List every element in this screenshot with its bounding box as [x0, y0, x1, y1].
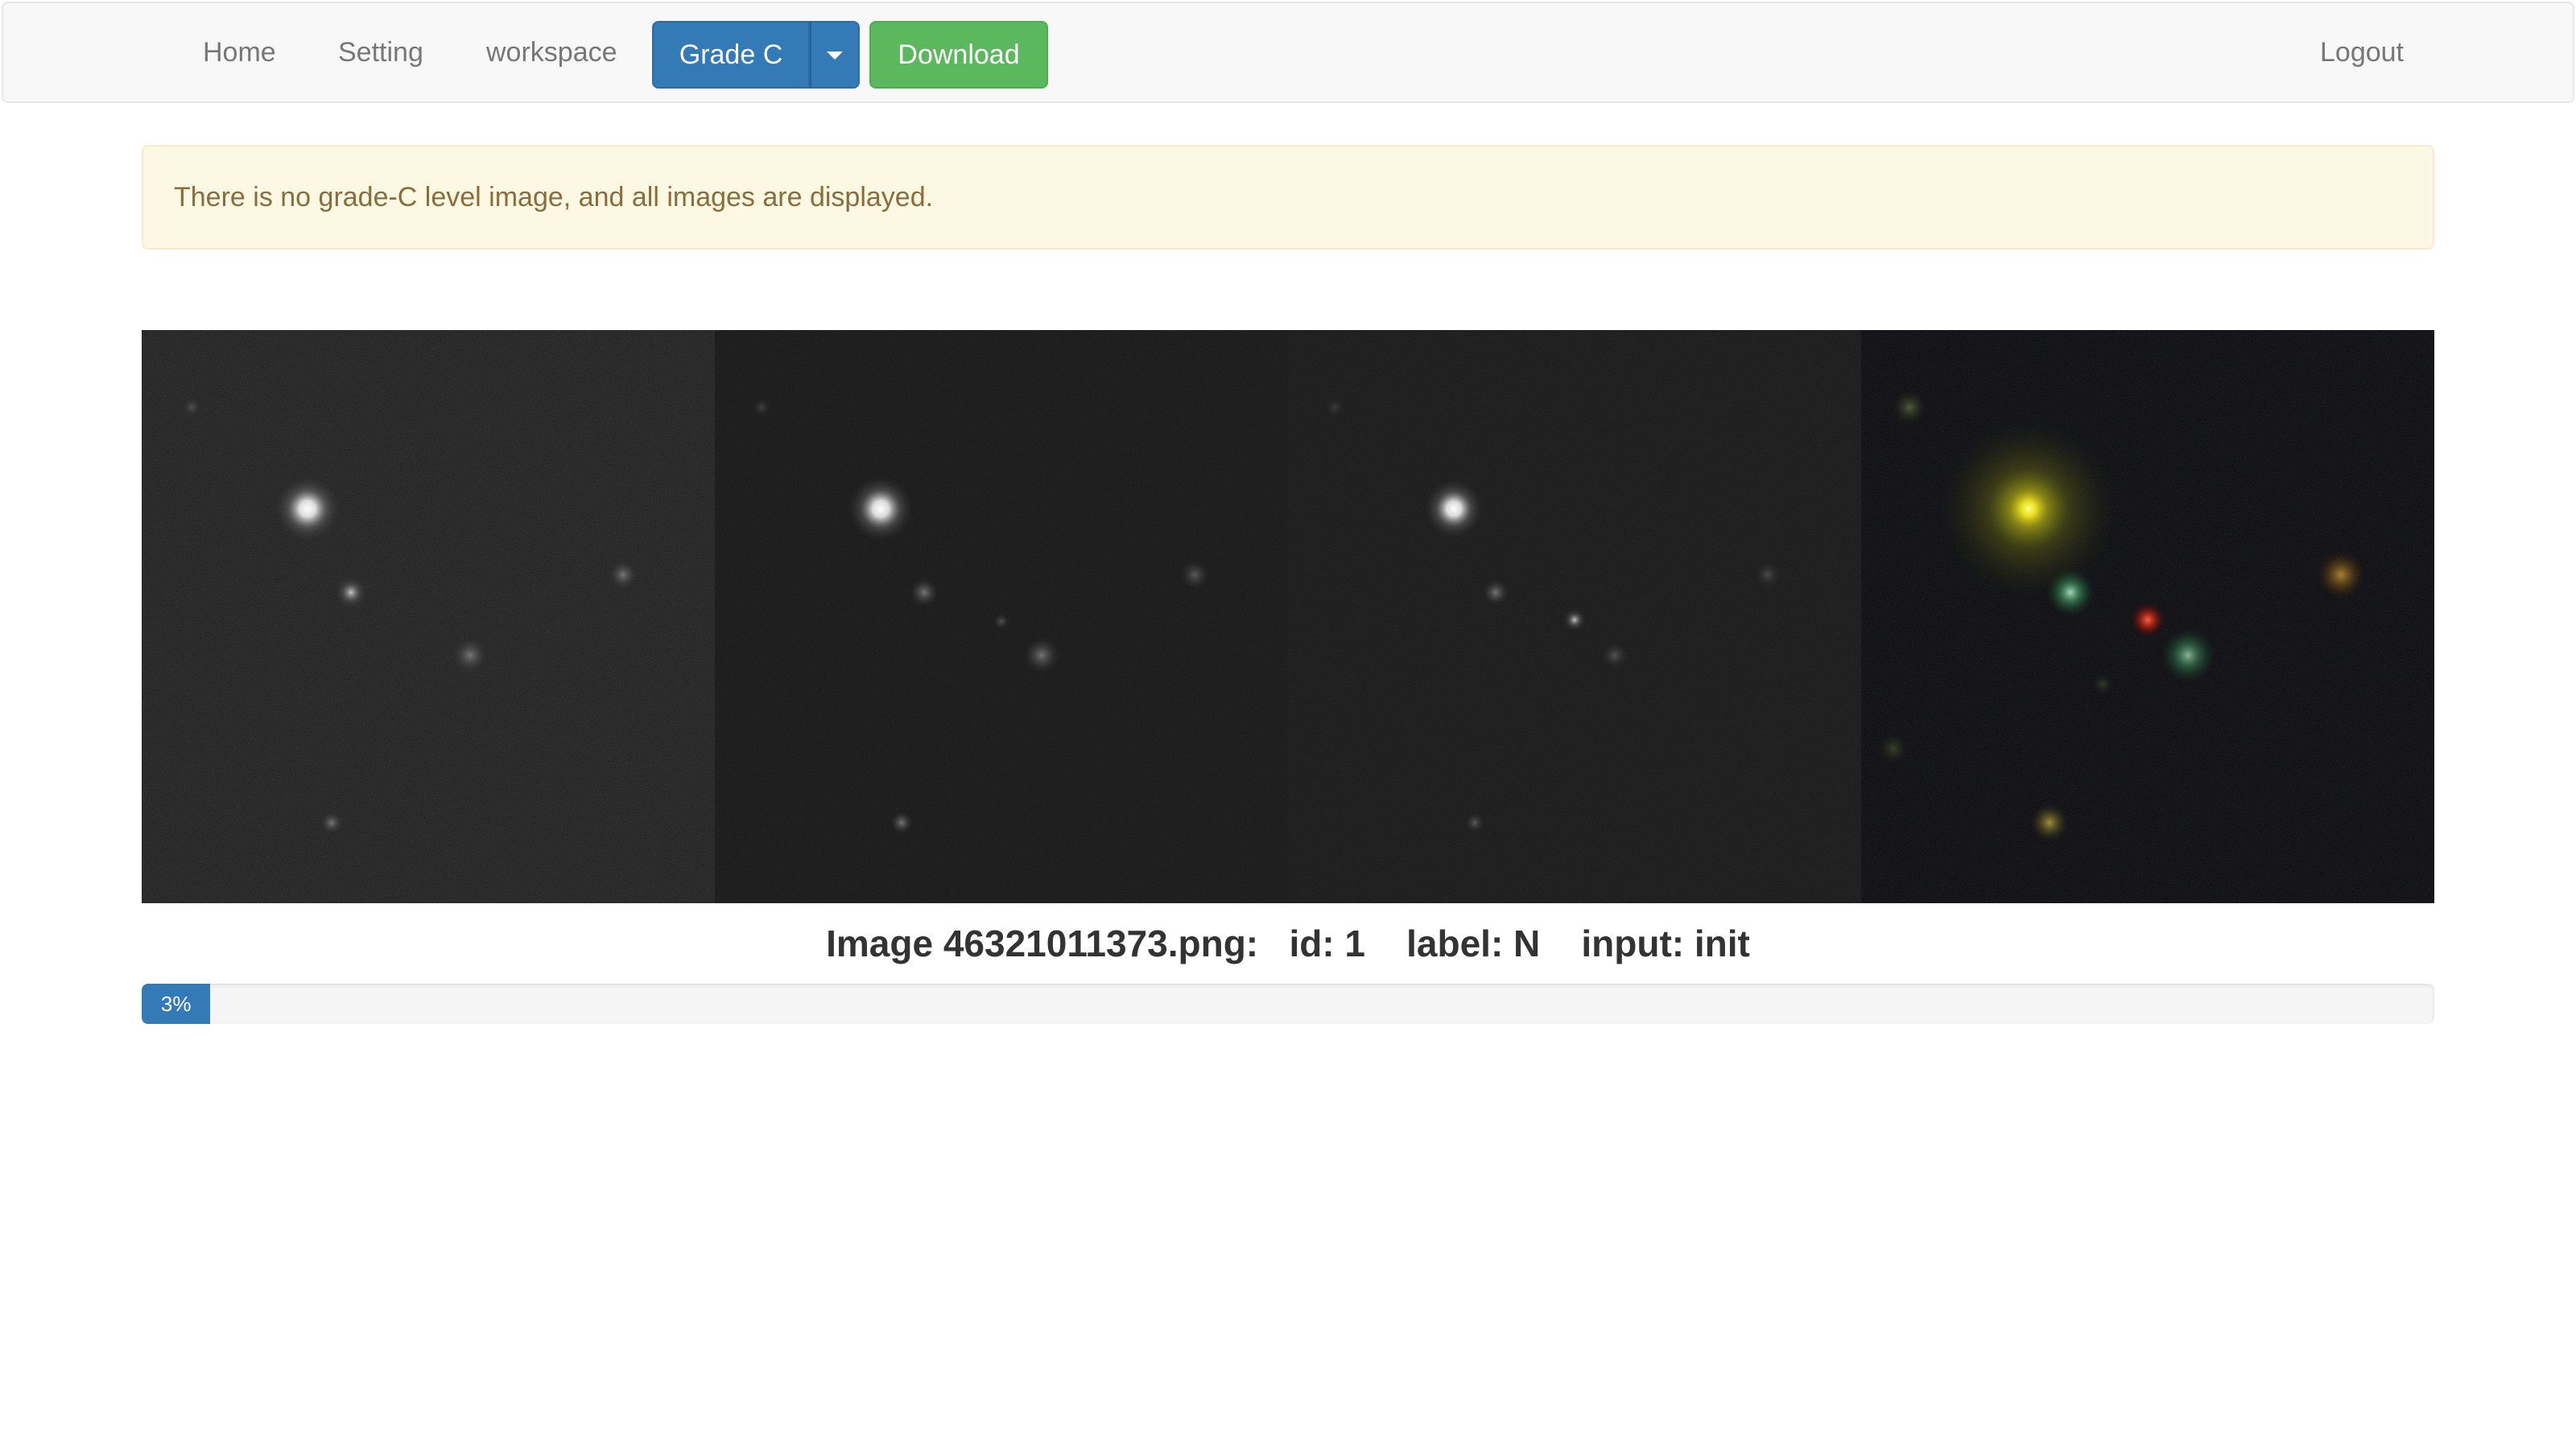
grade-dropdown-toggle[interactable] — [810, 21, 860, 89]
nav-setting-link[interactable]: Setting — [338, 37, 423, 68]
progress-bar: 3% — [142, 984, 211, 1024]
navbar: Home Setting workspace Grade C Download … — [2, 2, 2574, 103]
nav-workspace-link[interactable]: workspace — [486, 37, 617, 68]
caret-down-icon — [827, 52, 843, 60]
grade-button[interactable]: Grade C — [652, 21, 810, 89]
grade-button-group: Grade C — [652, 21, 860, 89]
nav-home-link[interactable]: Home — [203, 37, 276, 68]
download-button[interactable]: Download — [869, 21, 1048, 89]
image-panel-band-2 — [715, 330, 1288, 903]
progress-track: 3% — [142, 984, 2434, 1024]
image-panel-color-composite — [1861, 330, 2434, 903]
image-caption: Image 46321011373.png: id: 1 label: N in… — [826, 923, 1750, 964]
warning-alert: There is no grade-C level image, and all… — [142, 145, 2434, 250]
image-panel-band-1 — [142, 330, 715, 903]
image-panel-band-3 — [1288, 330, 1861, 903]
nav-logout-link[interactable]: Logout — [2320, 37, 2404, 68]
image-strip — [142, 330, 2434, 903]
